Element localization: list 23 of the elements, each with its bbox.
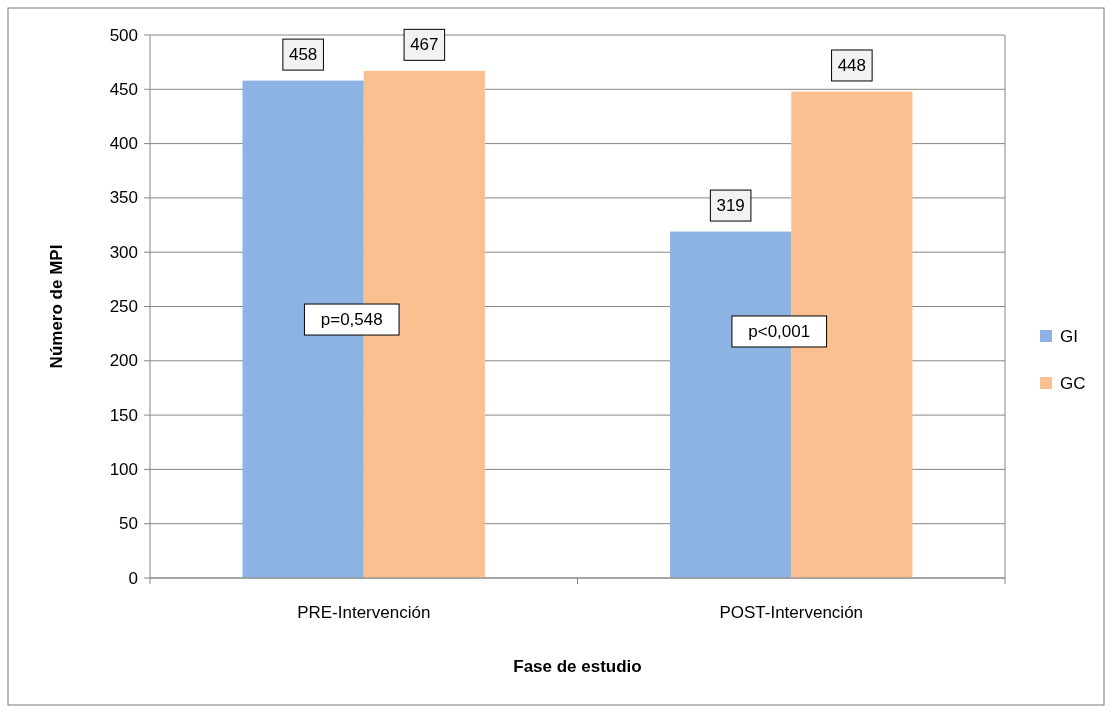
- y-tick-label: 300: [109, 242, 138, 262]
- annotation: p=0,548: [320, 310, 383, 330]
- x-axis-title: Fase de estudio: [513, 657, 642, 676]
- y-tick-label: 450: [109, 79, 138, 99]
- y-tick-label: 150: [109, 405, 138, 425]
- data-label: 458: [288, 45, 318, 65]
- y-tick-label: 350: [109, 188, 138, 208]
- data-label: 319: [716, 196, 745, 216]
- legend-label: GC: [1060, 373, 1086, 393]
- x-tick-label: PRE-Intervención: [297, 603, 431, 622]
- y-axis-title: Número de MPI: [47, 244, 66, 369]
- y-tick-label: 200: [109, 351, 138, 371]
- y-tick-label: 100: [109, 459, 138, 479]
- annotation: p<0,001: [748, 321, 811, 341]
- legend-label: GI: [1060, 326, 1078, 346]
- y-tick-label: 250: [109, 297, 138, 316]
- x-tick-label: POST-Intervención: [719, 603, 864, 622]
- y-tick-label: 0: [128, 568, 138, 588]
- y-tick-label: 500: [109, 25, 138, 45]
- y-tick-label: 50: [119, 514, 138, 534]
- data-label: 448: [837, 55, 867, 75]
- data-label: 467: [410, 35, 439, 55]
- y-tick-label: 400: [109, 134, 138, 154]
